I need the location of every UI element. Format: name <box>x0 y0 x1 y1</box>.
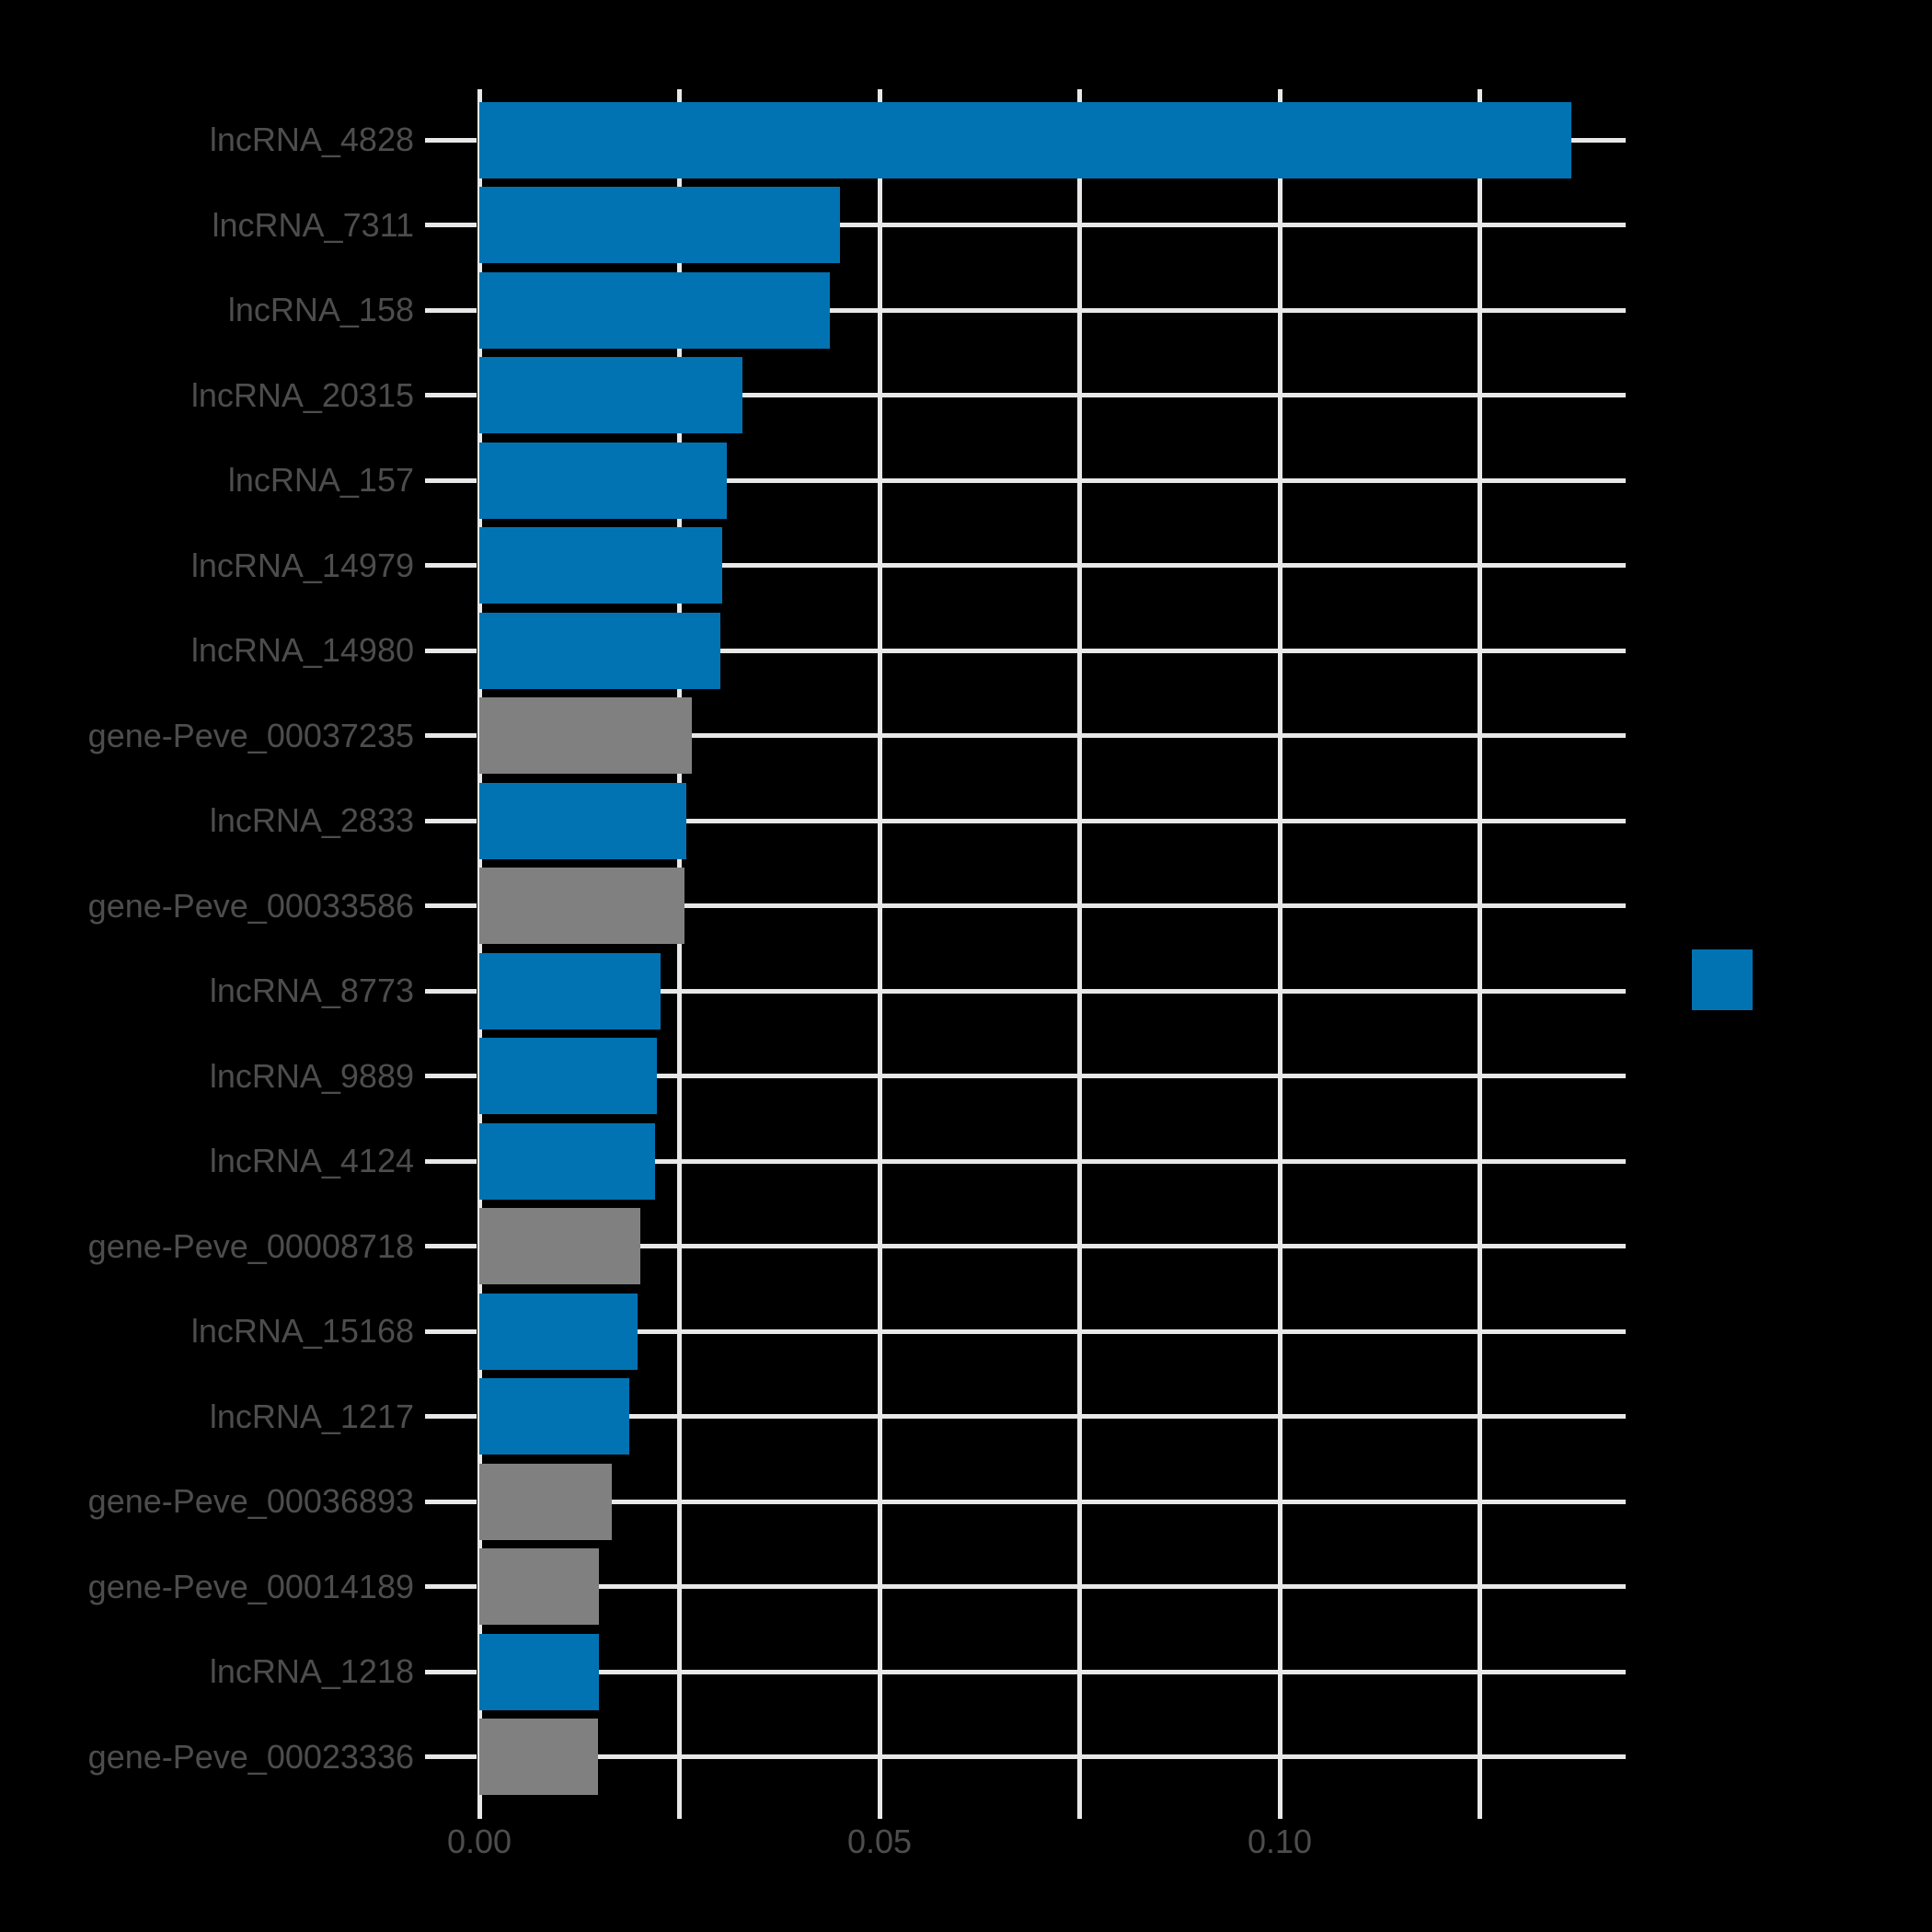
y-tick-mark <box>425 1328 477 1334</box>
y-tick-mark <box>425 1244 477 1248</box>
bar-lncRNA_2833 <box>479 782 686 859</box>
x-tick-mark <box>1077 1803 1082 1819</box>
x-gridline <box>477 89 482 1803</box>
bar-gene-Peve_00014189 <box>479 1548 599 1625</box>
y-tick-label: lncRNA_20315 <box>190 375 414 414</box>
x-gridline <box>1478 89 1482 1803</box>
x-gridline <box>677 89 682 1803</box>
y-gridline <box>479 1584 1626 1589</box>
bar-lncRNA_20315 <box>479 357 742 433</box>
y-tick-mark <box>425 1074 477 1078</box>
bar-lncRNA_14979 <box>479 527 722 604</box>
y-gridline <box>479 733 1626 738</box>
y-tick-label: gene-Peve_00036893 <box>87 1482 414 1520</box>
y-tick-label: lncRNA_157 <box>227 461 414 499</box>
y-gridline <box>479 307 1626 313</box>
y-gridline <box>479 1669 1626 1674</box>
y-gridline <box>479 1244 1626 1248</box>
y-tick-mark <box>425 307 477 313</box>
y-gridline <box>479 563 1626 568</box>
y-tick-label: lncRNA_14980 <box>190 631 414 669</box>
x-tick-label: 0.00 <box>446 1823 512 1860</box>
y-tick-mark <box>425 903 477 908</box>
bar-gene-Peve_00037235 <box>479 697 692 774</box>
y-tick-label: lncRNA_15168 <box>190 1312 414 1350</box>
y-gridline <box>479 1414 1626 1419</box>
bar-lncRNA_4124 <box>479 1122 655 1200</box>
x-tick-mark <box>477 1803 482 1819</box>
x-tick-mark <box>677 1803 682 1819</box>
y-tick-mark <box>425 477 477 483</box>
y-gridline <box>479 393 1626 397</box>
x-tick-mark <box>1478 1803 1482 1819</box>
x-tick-mark <box>877 1803 882 1819</box>
x-gridline <box>1277 89 1282 1803</box>
y-tick-label: lncRNA_9889 <box>209 1056 414 1095</box>
bar-lncRNA_158 <box>479 271 830 349</box>
y-gridline <box>479 1328 1626 1334</box>
y-tick-label: lncRNA_14979 <box>190 546 414 584</box>
y-gridline <box>479 988 1626 994</box>
y-tick-mark <box>425 1414 477 1419</box>
y-tick-mark <box>425 818 477 823</box>
y-tick-mark <box>425 137 477 143</box>
y-tick-mark <box>425 563 477 568</box>
y-tick-mark <box>425 733 477 738</box>
bar-gene-Peve_00036893 <box>479 1463 612 1540</box>
bar-lncRNA_157 <box>479 442 727 519</box>
y-tick-mark <box>425 648 477 653</box>
y-tick-mark <box>425 1158 477 1164</box>
y-tick-label: lncRNA_7311 <box>212 205 414 244</box>
bar-gene-Peve_00008718 <box>479 1208 640 1284</box>
y-tick-mark <box>425 988 477 994</box>
x-gridline <box>877 89 882 1803</box>
y-gridline <box>479 223 1626 227</box>
legend-swatch-lncRNA <box>1692 949 1753 1010</box>
bar-lncRNA_1217 <box>479 1378 629 1455</box>
bar-lncRNA_15168 <box>479 1293 638 1370</box>
y-gridline <box>479 477 1626 483</box>
x-gridline <box>1077 89 1082 1803</box>
y-gridline <box>479 903 1626 908</box>
y-tick-label: lncRNA_1218 <box>209 1652 414 1690</box>
y-gridline <box>479 818 1626 823</box>
x-tick-mark <box>1277 1803 1282 1819</box>
bar-gene-Peve_00023336 <box>479 1719 598 1795</box>
y-tick-label: lncRNA_4124 <box>209 1142 414 1179</box>
y-tick-label: lncRNA_8773 <box>209 972 414 1009</box>
y-tick-label: lncRNA_4828 <box>209 121 414 158</box>
bar-lncRNA_8773 <box>479 952 661 1029</box>
y-tick-label: gene-Peve_00023336 <box>87 1737 414 1776</box>
y-tick-label: lncRNA_1217 <box>209 1397 414 1435</box>
y-gridline <box>479 1158 1626 1164</box>
bar-lncRNA_7311 <box>479 187 840 263</box>
y-tick-mark <box>425 1754 477 1759</box>
y-gridline <box>479 1499 1626 1504</box>
y-tick-mark <box>425 223 477 227</box>
y-tick-label: gene-Peve_00033586 <box>87 886 414 925</box>
y-gridline <box>479 1074 1626 1078</box>
y-tick-mark <box>425 1669 477 1674</box>
y-tick-mark <box>425 1584 477 1589</box>
y-tick-mark <box>425 1499 477 1504</box>
x-tick-label: 0.10 <box>1247 1823 1313 1860</box>
x-tick-label: 0.05 <box>846 1823 913 1860</box>
bar-lncRNA_4828 <box>479 101 1571 178</box>
bar-lncRNA_1218 <box>479 1633 599 1710</box>
y-tick-mark <box>425 393 477 397</box>
bar-lncRNA_14980 <box>479 612 720 689</box>
bar-lncRNA_9889 <box>479 1038 657 1114</box>
y-gridline <box>479 1754 1626 1759</box>
y-tick-label: lncRNA_158 <box>227 291 414 328</box>
y-tick-label: lncRNA_2833 <box>209 801 414 839</box>
y-tick-label: gene-Peve_00014189 <box>87 1567 414 1605</box>
bar-gene-Peve_00033586 <box>479 868 684 944</box>
y-tick-label: gene-Peve_00008718 <box>87 1226 414 1265</box>
y-tick-label: gene-Peve_00037235 <box>87 716 414 754</box>
y-gridline <box>479 648 1626 653</box>
